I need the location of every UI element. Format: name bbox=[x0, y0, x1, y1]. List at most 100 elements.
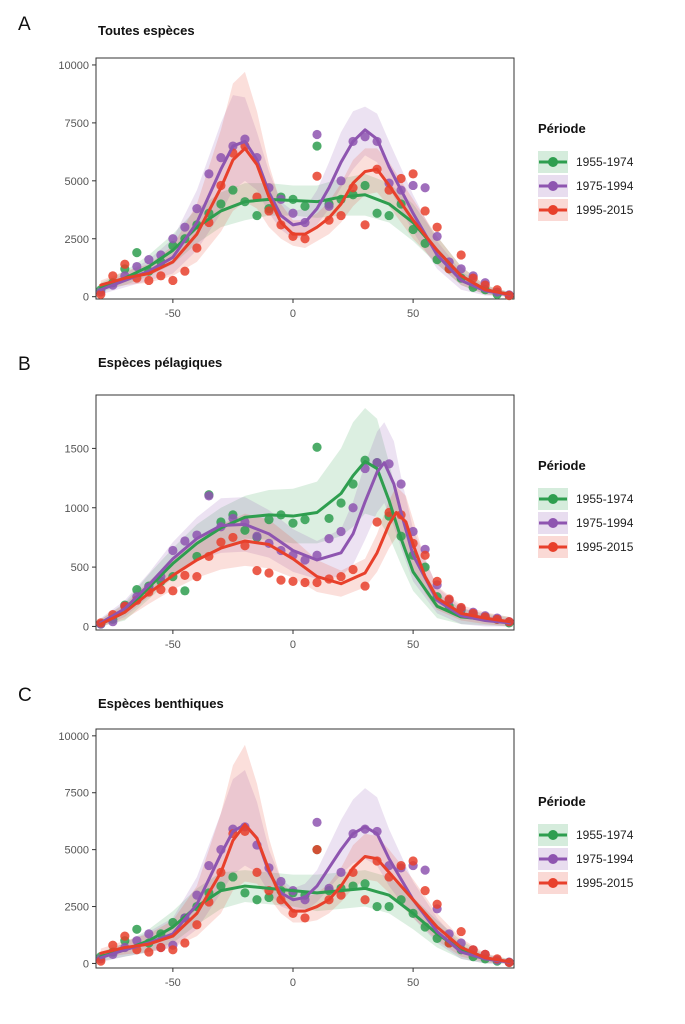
x-tick-label: 0 bbox=[290, 977, 296, 989]
data-point-1975-1994 bbox=[420, 865, 430, 875]
data-point-1955-1974 bbox=[216, 199, 226, 209]
y-tick-label: 10000 bbox=[58, 60, 89, 72]
data-point-1975-1994 bbox=[204, 491, 214, 501]
legend-label: 1975-1994 bbox=[576, 852, 634, 866]
legend-label: 1975-1994 bbox=[576, 179, 634, 193]
legend-key-icon bbox=[538, 848, 568, 870]
y-tick-label: 5000 bbox=[65, 176, 89, 188]
data-point-1955-1974 bbox=[180, 586, 190, 596]
data-point-1975-1994 bbox=[168, 545, 178, 556]
data-point-1995-2015 bbox=[408, 169, 418, 179]
chart-panel-a: A Toutes espèces 0 2500 5000 7500 10000 -50 0 5… bbox=[0, 0, 685, 335]
data-point-1975-1994 bbox=[456, 264, 466, 274]
y-tick-label: 10000 bbox=[58, 731, 89, 743]
data-point-1955-1974 bbox=[300, 201, 310, 211]
data-point-1955-1974 bbox=[384, 210, 394, 221]
data-point-1975-1994 bbox=[180, 222, 190, 232]
data-point-1995-2015 bbox=[192, 920, 202, 930]
plot-area: 0 2500 5000 7500 10000 -50 0 50 bbox=[58, 57, 515, 320]
y-tick-label: 2500 bbox=[65, 234, 89, 246]
legend-item-1955-1974: 1955-1974 bbox=[538, 823, 633, 847]
legend: Période 1955-1974 1975-1994 1995-2015 bbox=[538, 794, 633, 895]
data-point-1995-2015 bbox=[456, 926, 466, 937]
legend-label: 1955-1974 bbox=[576, 828, 634, 842]
panel-letter: A bbox=[18, 14, 31, 35]
data-point-1995-2015 bbox=[168, 945, 178, 955]
data-point-1995-2015 bbox=[180, 266, 190, 276]
data-point-1955-1974 bbox=[264, 892, 274, 903]
data-point-1995-2015 bbox=[252, 566, 262, 576]
data-point-1995-2015 bbox=[372, 517, 382, 527]
data-point-1995-2015 bbox=[300, 234, 310, 244]
data-point-1995-2015 bbox=[288, 576, 298, 586]
data-point-1955-1974 bbox=[252, 210, 262, 221]
data-point-1995-2015 bbox=[216, 537, 226, 547]
x-tick-label: 50 bbox=[407, 977, 419, 989]
y-tick-label: 7500 bbox=[65, 118, 89, 130]
legend-key-icon bbox=[538, 199, 568, 221]
data-point-1995-2015 bbox=[180, 570, 190, 581]
data-point-1995-2015 bbox=[120, 259, 130, 269]
chart-title: Espèces benthiques bbox=[98, 696, 224, 711]
data-point-1955-1974 bbox=[252, 895, 262, 905]
data-point-1995-2015 bbox=[96, 956, 106, 966]
data-point-1955-1974 bbox=[384, 901, 394, 912]
data-point-1995-2015 bbox=[420, 550, 430, 560]
data-point-1995-2015 bbox=[396, 860, 406, 871]
chart-title: Espèces pélagiques bbox=[98, 355, 223, 370]
data-point-1995-2015 bbox=[192, 571, 202, 582]
legend-label: 1955-1974 bbox=[576, 492, 634, 506]
data-point-1955-1974 bbox=[228, 872, 238, 882]
trend-line-1995-2015 bbox=[99, 511, 511, 626]
data-point-1975-1994 bbox=[216, 153, 226, 163]
x-tick-label: -50 bbox=[165, 308, 181, 320]
data-point-1975-1994 bbox=[324, 201, 334, 211]
data-point-1975-1994 bbox=[144, 255, 154, 265]
data-point-1975-1994 bbox=[408, 180, 418, 191]
data-point-1995-2015 bbox=[300, 577, 310, 588]
confidence-band-1975-1994 bbox=[100, 95, 510, 297]
data-point-1955-1974 bbox=[132, 585, 142, 595]
data-point-1975-1994 bbox=[336, 176, 346, 186]
data-point-1955-1974 bbox=[360, 879, 370, 889]
data-point-1975-1994 bbox=[396, 479, 406, 489]
legend-label: 1975-1994 bbox=[576, 516, 634, 530]
legend-item-1975-1994: 1975-1994 bbox=[538, 847, 633, 871]
data-point-1975-1994 bbox=[312, 129, 322, 140]
legend-item-1955-1974: 1955-1974 bbox=[538, 487, 633, 511]
x-tick-label: 50 bbox=[407, 308, 419, 320]
data-point-1995-2015 bbox=[240, 541, 250, 551]
data-point-1995-2015 bbox=[144, 947, 154, 957]
data-point-1995-2015 bbox=[456, 250, 466, 260]
data-point-1955-1974 bbox=[264, 515, 274, 525]
data-point-1995-2015 bbox=[300, 913, 310, 923]
data-point-1995-2015 bbox=[456, 602, 466, 613]
data-point-1955-1974 bbox=[324, 513, 334, 524]
legend-key-icon bbox=[538, 872, 568, 894]
data-point-1995-2015 bbox=[432, 899, 442, 909]
data-point-1955-1974 bbox=[216, 881, 226, 891]
y-tick-label: 0 bbox=[83, 292, 89, 304]
data-point-1975-1994 bbox=[336, 526, 346, 537]
data-point-1975-1994 bbox=[144, 929, 154, 939]
data-point-1995-2015 bbox=[312, 577, 322, 588]
data-point-1975-1994 bbox=[312, 817, 322, 827]
data-point-1975-1994 bbox=[204, 169, 214, 179]
data-point-1955-1974 bbox=[288, 518, 298, 528]
data-point-1955-1974 bbox=[372, 208, 382, 218]
data-point-1975-1994 bbox=[276, 876, 286, 887]
plot-frame bbox=[95, 394, 515, 631]
data-point-1995-2015 bbox=[360, 220, 370, 230]
x-tick-label: -50 bbox=[165, 639, 181, 651]
data-point-1975-1994 bbox=[180, 536, 190, 546]
x-tick-label: 50 bbox=[407, 639, 419, 651]
trend-line-1975-1994 bbox=[99, 128, 511, 297]
y-tick-label: 0 bbox=[83, 958, 89, 970]
legend-key-icon bbox=[538, 175, 568, 197]
data-point-1975-1994 bbox=[420, 183, 430, 193]
legend-title: Période bbox=[538, 794, 586, 809]
legend: Période 1955-1974 1975-1994 1995-2015 bbox=[538, 458, 633, 559]
data-point-1955-1974 bbox=[240, 525, 250, 535]
data-point-1995-2015 bbox=[432, 222, 442, 232]
legend-label: 1995-2015 bbox=[576, 540, 634, 554]
